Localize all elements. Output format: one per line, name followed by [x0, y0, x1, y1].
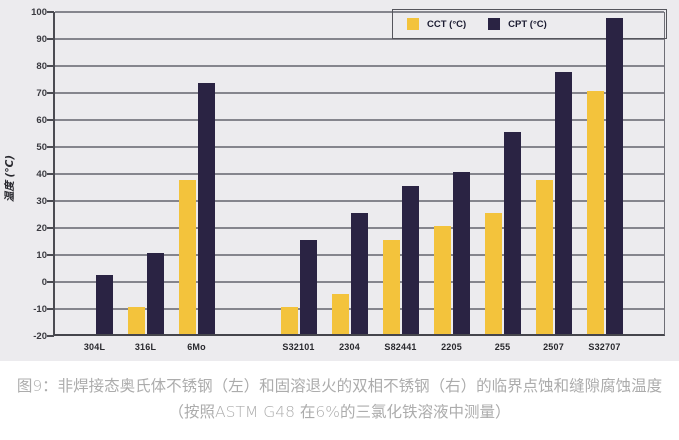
bar-cpt-304L — [95, 274, 113, 334]
bar-cct-255 — [484, 212, 502, 334]
gridline-50 — [55, 146, 664, 148]
y-tick-label: -10 — [33, 303, 47, 315]
y-tick-label: 80 — [36, 60, 47, 72]
y-tick-mark--10 — [47, 308, 54, 310]
y-tick-label: 70 — [36, 87, 47, 99]
bar-cpt-316L — [146, 253, 164, 334]
y-tick-mark-60 — [47, 119, 54, 121]
x-category-label-2205: 2205 — [441, 342, 462, 352]
y-tick-mark-100 — [47, 11, 54, 13]
y-tick-mark-70 — [47, 92, 54, 94]
y-tick-mark-20 — [47, 227, 54, 229]
bar-cct-2205 — [433, 226, 451, 334]
y-tick-mark-10 — [47, 254, 54, 256]
y-tick-label: 60 — [36, 114, 47, 126]
bar-cct-2507 — [535, 180, 553, 334]
y-tick-mark-50 — [47, 146, 54, 148]
bar-cct-S82441 — [382, 239, 400, 334]
x-category-label-304L: 304L — [83, 342, 106, 352]
bar-cpt-255 — [503, 131, 521, 334]
gridline-40 — [55, 173, 664, 175]
bar-cpt-S82441 — [401, 185, 419, 334]
y-tick-label: 50 — [36, 141, 47, 153]
y-tick-mark-0 — [47, 281, 54, 283]
x-category-label-S82441: S82441 — [384, 342, 417, 352]
caption-line-2: （按照ASTM G48 在6%的三氯化铁溶液中测量） — [168, 403, 511, 421]
legend-label-cct: CCT (°C) — [427, 18, 467, 30]
bar-cct-S32101 — [280, 307, 298, 334]
gridline-100 — [55, 11, 664, 13]
legend-label-cpt: CPT (°C) — [508, 18, 547, 30]
y-tick-mark-40 — [47, 173, 54, 175]
bar-cpt-S32707 — [605, 18, 623, 334]
y-tick-mark-90 — [47, 38, 54, 40]
bar-chart: 温度 (°C) CCT (°C) CPT (°C) 100 90 80 70 60 50 4… — [0, 0, 679, 361]
x-category-label-S32707: S32707 — [588, 342, 621, 352]
x-category-label-S32101: S32101 — [282, 342, 315, 352]
bar-cpt-6Mo — [197, 82, 215, 334]
plot-area: CCT (°C) CPT (°C) 100 90 80 70 60 50 40 30 20 10 0… — [31, 7, 667, 352]
y-tick-label: 10 — [36, 249, 47, 261]
bar-cpt-2507 — [554, 72, 572, 334]
bar-cpt-2304 — [350, 212, 368, 334]
gridline-30 — [55, 200, 664, 202]
gridline-90 — [55, 38, 664, 40]
y-tick-label: 20 — [36, 222, 47, 234]
gridline-70 — [55, 92, 664, 94]
x-category-label-2304: 2304 — [339, 342, 360, 352]
y-tick-label: 40 — [36, 168, 47, 180]
y-tick-mark-30 — [47, 200, 54, 202]
y-tick-mark-80 — [47, 65, 54, 67]
legend-swatch-cpt — [488, 18, 501, 30]
legend: CCT (°C) CPT (°C) — [392, 9, 667, 39]
caption-line-1: 图9：非焊接态奥氏体不锈钢（左）和固溶退火的双相不锈钢（右）的临界点蚀和缝隙腐蚀… — [16, 377, 663, 395]
x-category-label-6Mo: 6Mo — [187, 342, 206, 352]
y-tick-label: 100 — [31, 6, 47, 18]
bar-cct-S32707 — [586, 91, 604, 334]
y-tick-label: -20 — [33, 330, 47, 342]
bar-cct-6Mo — [178, 180, 196, 334]
y-tick-label: 30 — [36, 195, 47, 207]
figure-caption: 图9：非焊接态奥氏体不锈钢（左）和固溶退火的双相不锈钢（右）的临界点蚀和缝隙腐蚀… — [0, 361, 679, 425]
y-tick-label: 0 — [41, 276, 47, 288]
x-category-label-255: 255 — [494, 342, 511, 352]
x-category-label-316L: 316L — [134, 342, 157, 352]
gridline-60 — [55, 119, 664, 121]
legend-swatch-cct — [407, 18, 419, 30]
gridline-80 — [55, 65, 664, 67]
x-category-label-2507: 2507 — [543, 342, 564, 352]
y-tick-mark--20 — [47, 335, 54, 337]
bar-cct-2304 — [331, 293, 349, 334]
y-tick-label: 90 — [36, 33, 47, 45]
bar-cpt-S32101 — [299, 239, 317, 334]
bar-cpt-2205 — [452, 172, 470, 334]
bar-cct-316L — [127, 307, 145, 334]
